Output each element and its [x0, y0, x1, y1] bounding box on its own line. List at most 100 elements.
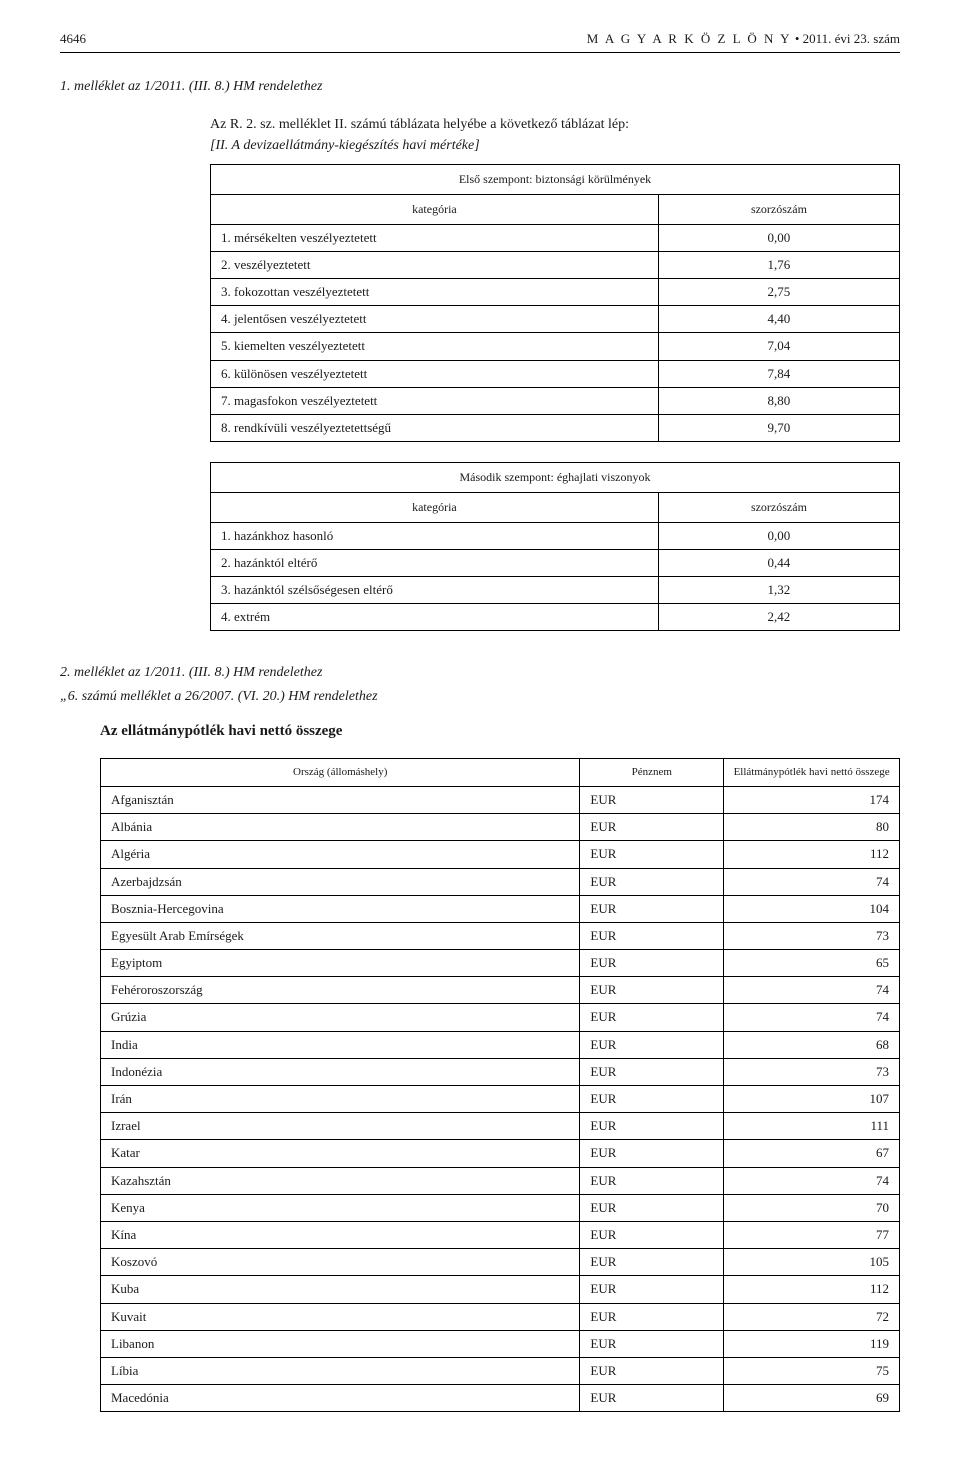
currency-cell: EUR	[580, 1330, 724, 1357]
country-cell: Kuvait	[101, 1303, 580, 1330]
table-row: AlgériaEUR112	[101, 841, 900, 868]
currency-cell: EUR	[580, 950, 724, 977]
amount-cell: 69	[724, 1385, 900, 1412]
currency-cell: EUR	[580, 1004, 724, 1031]
currency-cell: EUR	[580, 1113, 724, 1140]
country-table: Ország (állomáshely) Pénznem Ellátmánypó…	[100, 758, 900, 1413]
amount-cell: 74	[724, 1004, 900, 1031]
table-row: Bosznia-HercegovinaEUR104	[101, 895, 900, 922]
table-row: 3. hazánktól szélsőségesen eltérő1,32	[211, 577, 900, 604]
country-cell: Irán	[101, 1086, 580, 1113]
category-cell: 2. hazánktól eltérő	[211, 549, 659, 576]
table-row: KubaEUR112	[101, 1276, 900, 1303]
currency-cell: EUR	[580, 1249, 724, 1276]
table-row: 2. hazánktól eltérő0,44	[211, 549, 900, 576]
amount-cell: 72	[724, 1303, 900, 1330]
currency-cell: EUR	[580, 1276, 724, 1303]
attachment2-ref: 2. melléklet az 1/2011. (III. 8.) HM ren…	[60, 663, 900, 683]
value-cell: 9,70	[658, 414, 899, 441]
country-cell: Bosznia-Hercegovina	[101, 895, 580, 922]
publication-issue: 2011. évi 23. szám	[803, 31, 900, 46]
country-col1: Ország (állomáshely)	[101, 758, 580, 786]
table-row: 5. kiemelten veszélyeztetett7,04	[211, 333, 900, 360]
table-eghajlati: Második szempont: éghajlati viszonyok ka…	[210, 462, 900, 631]
currency-cell: EUR	[580, 922, 724, 949]
table-biztonsagi: Első szempont: biztonsági körülmények ka…	[210, 164, 900, 442]
amount-cell: 77	[724, 1221, 900, 1248]
amount-cell: 74	[724, 868, 900, 895]
amount-cell: 75	[724, 1357, 900, 1384]
table1-col2: szorzószám	[658, 194, 899, 224]
value-cell: 2,42	[658, 604, 899, 631]
amount-cell: 65	[724, 950, 900, 977]
table-row: Egyesült Arab EmírségekEUR73	[101, 922, 900, 949]
attachment2-heading: Az ellátmánypótlék havi nettó összege	[100, 721, 900, 742]
currency-cell: EUR	[580, 895, 724, 922]
currency-cell: EUR	[580, 868, 724, 895]
country-table-header: Ország (állomáshely) Pénznem Ellátmánypó…	[101, 758, 900, 786]
value-cell: 1,32	[658, 577, 899, 604]
table-row: LibanonEUR119	[101, 1330, 900, 1357]
currency-cell: EUR	[580, 1194, 724, 1221]
table2-header-row: kategória szorzószám	[211, 492, 900, 522]
amount-cell: 107	[724, 1086, 900, 1113]
country-cell: Líbia	[101, 1357, 580, 1384]
table1-header-row: kategória szorzószám	[211, 194, 900, 224]
table2-col2: szorzószám	[658, 492, 899, 522]
table1-title: Első szempont: biztonsági körülmények	[211, 164, 900, 194]
attachment1-intro: Az R. 2. sz. melléklet II. számú tábláza…	[60, 115, 900, 156]
category-cell: 1. hazánkhoz hasonló	[211, 522, 659, 549]
table-row: IndiaEUR68	[101, 1031, 900, 1058]
amount-cell: 68	[724, 1031, 900, 1058]
table1-col1: kategória	[211, 194, 659, 224]
value-cell: 0,00	[658, 224, 899, 251]
country-cell: Afganisztán	[101, 786, 580, 813]
country-cell: Grúzia	[101, 1004, 580, 1031]
country-cell: Libanon	[101, 1330, 580, 1357]
country-cell: Azerbajdzsán	[101, 868, 580, 895]
currency-cell: EUR	[580, 814, 724, 841]
bullet: •	[795, 31, 800, 46]
currency-cell: EUR	[580, 1086, 724, 1113]
category-cell: 8. rendkívüli veszélyeztetettségű	[211, 414, 659, 441]
table-row: 4. jelentősen veszélyeztetett4,40	[211, 306, 900, 333]
country-cell: Izrael	[101, 1113, 580, 1140]
amount-cell: 105	[724, 1249, 900, 1276]
currency-cell: EUR	[580, 1385, 724, 1412]
amount-cell: 111	[724, 1113, 900, 1140]
amount-cell: 74	[724, 1167, 900, 1194]
amount-cell: 119	[724, 1330, 900, 1357]
country-cell: Kína	[101, 1221, 580, 1248]
category-cell: 5. kiemelten veszélyeztetett	[211, 333, 659, 360]
table-row: KoszovóEUR105	[101, 1249, 900, 1276]
amount-cell: 70	[724, 1194, 900, 1221]
table-row: IránEUR107	[101, 1086, 900, 1113]
attachment2-subref: „6. számú melléklet a 26/2007. (VI. 20.)…	[60, 687, 900, 707]
table-row: 1. mérsékelten veszélyeztetett0,00	[211, 224, 900, 251]
category-cell: 1. mérsékelten veszélyeztetett	[211, 224, 659, 251]
intro-line1: Az R. 2. sz. melléklet II. számú tábláza…	[210, 115, 900, 135]
table1-title-row: Első szempont: biztonsági körülmények	[211, 164, 900, 194]
table-row: 4. extrém2,42	[211, 604, 900, 631]
value-cell: 4,40	[658, 306, 899, 333]
table-row: AzerbajdzsánEUR74	[101, 868, 900, 895]
category-cell: 3. hazánktól szélsőségesen eltérő	[211, 577, 659, 604]
table-row: FehéroroszországEUR74	[101, 977, 900, 1004]
table-row: 1. hazánkhoz hasonló0,00	[211, 522, 900, 549]
table-row: KazahsztánEUR74	[101, 1167, 900, 1194]
currency-cell: EUR	[580, 1140, 724, 1167]
currency-cell: EUR	[580, 977, 724, 1004]
currency-cell: EUR	[580, 1167, 724, 1194]
category-cell: 4. extrém	[211, 604, 659, 631]
country-cell: Albánia	[101, 814, 580, 841]
table2-col1: kategória	[211, 492, 659, 522]
page-number: 4646	[60, 30, 86, 48]
table-row: KuvaitEUR72	[101, 1303, 900, 1330]
attachment1-ref: 1. melléklet az 1/2011. (III. 8.) HM ren…	[60, 77, 900, 97]
value-cell: 1,76	[658, 251, 899, 278]
amount-cell: 112	[724, 841, 900, 868]
table-row: 2. veszélyeztetett1,76	[211, 251, 900, 278]
table-row: LíbiaEUR75	[101, 1357, 900, 1384]
currency-cell: EUR	[580, 1357, 724, 1384]
table2-title-row: Második szempont: éghajlati viszonyok	[211, 463, 900, 493]
